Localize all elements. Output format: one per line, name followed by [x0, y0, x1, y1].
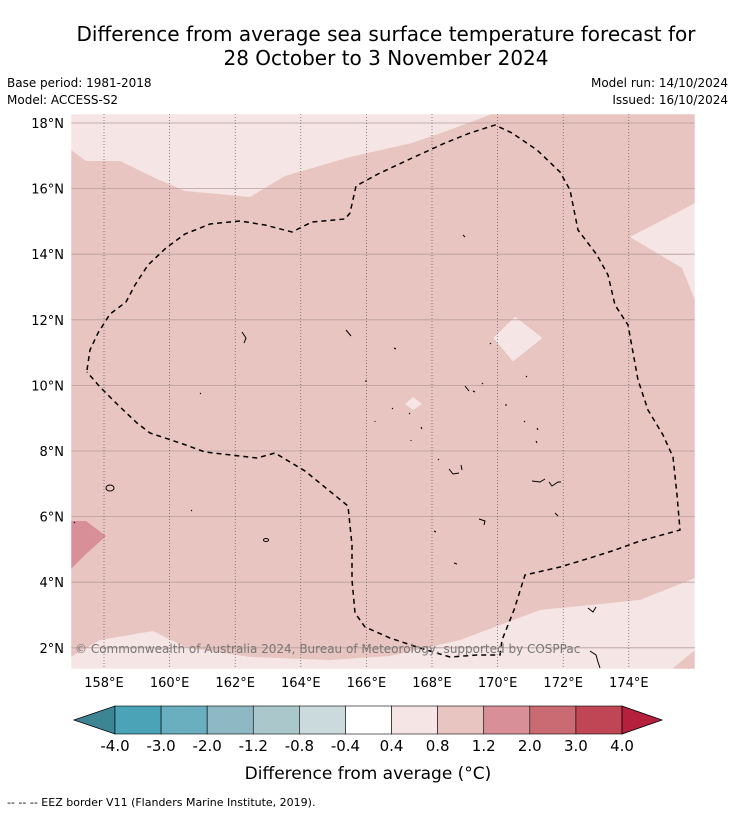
colorbar-tick-label: -0.4 [331, 737, 360, 755]
longitude-label: 166°E [347, 676, 387, 691]
colorbar-segment [160, 705, 208, 735]
colorbar-tick-label: 0.8 [426, 737, 450, 755]
anomaly-area-small-patch [405, 397, 422, 410]
latitude-label: 14°N [31, 248, 64, 263]
colorbar-segment [345, 705, 392, 735]
colorbar: -4.0 -3.0 -2.0 -1.2 -0.8 -0.4 0.4 0.8 1.2 2.0 3.0 4… [72, 705, 664, 755]
island [587, 606, 597, 613]
colorbar-segment [114, 705, 162, 735]
latitude-label: 16°N [31, 183, 64, 198]
island [73, 342, 528, 524]
island [554, 512, 559, 517]
island [531, 478, 561, 487]
latitude-label: 18°N [31, 117, 64, 132]
island [408, 412, 539, 461]
anomaly-area-north [71, 114, 492, 197]
island [241, 329, 352, 344]
colorbar-tick-label: -2.0 [193, 737, 222, 755]
meta-right: Model run: 14/10/2024 Issued: 16/10/2024 [591, 75, 728, 109]
latitude-labels: 18°N 16°N 14°N 12°N 10°N 8°N 6°N 4°N 2°N [31, 117, 64, 657]
issued-date: Issued: 16/10/2024 [612, 93, 728, 107]
colorbar-segment [483, 705, 531, 735]
eez-legend-note: -- -- -- EEZ border V11 (Flanders Marine… [7, 796, 316, 809]
map-frame [70, 113, 696, 670]
latitude-label: 2°N [40, 642, 65, 657]
colorbar-over-arrow [621, 705, 664, 735]
anomaly-area-patch [492, 315, 544, 363]
longitude-gridlines [103, 114, 630, 669]
title-line-2: 28 October to 3 November 2024 [223, 46, 549, 70]
longitude-label: 174°E [609, 676, 649, 691]
latitude-gridlines [71, 122, 695, 649]
colorbar-segment [252, 705, 300, 735]
island [464, 382, 526, 423]
colorbar-segment [575, 705, 623, 735]
colorbar-tick-label: -3.0 [146, 737, 175, 755]
island [453, 562, 458, 565]
anomaly-area-0.8-1.2 [71, 114, 695, 669]
colorbar-tick-label: 3.0 [564, 737, 588, 755]
colorbar-tick-label: 0.4 [380, 737, 404, 755]
eez-border [86, 124, 681, 658]
longitude-label: 172°E [543, 676, 583, 691]
anomaly-area-warm-patch [71, 521, 106, 569]
longitude-label: 158°E [84, 676, 124, 691]
latitude-label: 8°N [40, 445, 65, 460]
colorbar-tick-label: -0.8 [285, 737, 314, 755]
longitude-label: 164°E [281, 676, 321, 691]
island [105, 484, 115, 492]
longitude-label: 168°E [412, 676, 452, 691]
colorbar-segment [391, 705, 438, 735]
anomaly-area-east [630, 203, 695, 300]
anomaly-area-south [71, 578, 695, 669]
meta-left: Base period: 1981-2018 Model: ACCESS-S2 [7, 75, 152, 109]
title-line-1: Difference from average sea surface temp… [76, 22, 696, 46]
base-period: Base period: 1981-2018 [7, 76, 152, 90]
island [478, 518, 486, 526]
longitude-label: 162°E [215, 676, 255, 691]
latitude-label: 4°N [40, 576, 65, 591]
colorbar-segment [299, 705, 346, 735]
island [199, 234, 466, 533]
longitude-label: 170°E [478, 676, 518, 691]
colorbar-tick-label: -1.2 [239, 737, 268, 755]
colorbar-segment [206, 705, 254, 735]
island [589, 650, 601, 669]
map-title: Difference from average sea surface temp… [0, 22, 736, 70]
latitude-label: 12°N [31, 314, 64, 329]
colorbar-tick-label: 4.0 [610, 737, 634, 755]
latitude-label: 10°N [31, 379, 64, 394]
island [263, 538, 269, 542]
latitude-label: 6°N [40, 511, 65, 526]
colorbar-label: Difference from average (°C) [244, 764, 492, 784]
model-name: Model: ACCESS-S2 [7, 93, 119, 107]
model-run: Model run: 14/10/2024 [590, 76, 728, 90]
colorbar-segment [529, 705, 577, 735]
sst-anomaly-field: © Commonwealth of Australia 2024, Bureau… [71, 114, 695, 669]
copyright-notice: © Commonwealth of Australia 2024, Bureau… [75, 642, 580, 656]
longitude-labels: 158°E 160°E 162°E 164°E 166°E 168°E 170°E 172°E… [84, 676, 648, 691]
colorbar-tick-label: -4.0 [100, 737, 129, 755]
colorbar-under-arrow [72, 705, 116, 735]
coastlines [73, 234, 601, 669]
colorbar-segment [437, 705, 485, 735]
colorbar-tick-label: 2.0 [518, 737, 542, 755]
island [448, 464, 463, 475]
longitude-label: 160°E [150, 676, 190, 691]
colorbar-tick-label: 1.2 [472, 737, 496, 755]
